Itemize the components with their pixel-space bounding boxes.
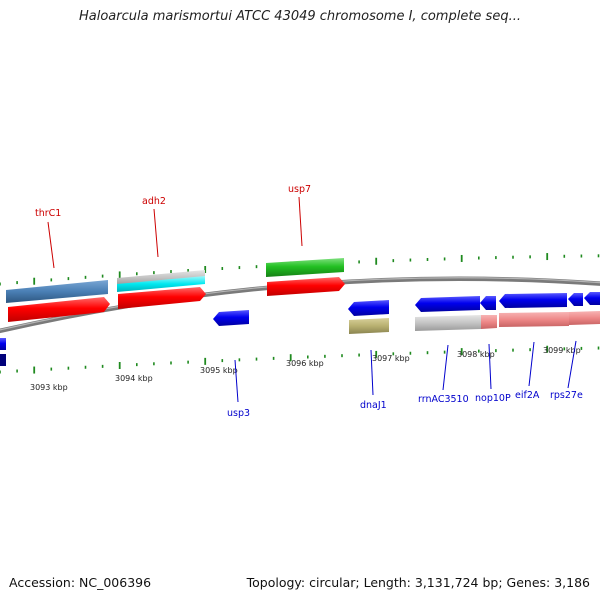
feature-adh2-gene[interactable] bbox=[118, 287, 206, 309]
leader-line-rps27e bbox=[567, 340, 577, 389]
leader-line-eif2A bbox=[528, 341, 535, 387]
gene-label-rps27e[interactable]: rps27e bbox=[550, 390, 583, 401]
leader-line-dnaJ1 bbox=[370, 349, 374, 396]
gene-label-dnaJ1[interactable]: dnaJ1 bbox=[360, 400, 387, 411]
feature-eif2A-cds[interactable] bbox=[499, 312, 569, 327]
leader-line-usp3 bbox=[234, 359, 239, 403]
feature-rps27e-gene[interactable] bbox=[568, 292, 600, 306]
feature-rrnAC3510-gene[interactable] bbox=[415, 296, 480, 312]
leader-line-adh2 bbox=[153, 208, 159, 258]
scale-label: 3094 kbp bbox=[115, 374, 153, 383]
feature-rrnAC3510-cds[interactable] bbox=[415, 315, 481, 331]
feature-eif2A-gene[interactable] bbox=[499, 293, 567, 308]
tick-marks-inner bbox=[0, 345, 600, 374]
scale-label: 3096 kbp bbox=[286, 359, 324, 368]
scale-label: 3099 kbp bbox=[543, 346, 581, 355]
leader-line-nop10P bbox=[488, 343, 492, 390]
leader-line-usp7 bbox=[298, 196, 303, 247]
feature-thrC1-gene[interactable] bbox=[8, 297, 110, 322]
feature-nop10P-gene[interactable] bbox=[480, 296, 496, 310]
gene-label-usp7[interactable]: usp7 bbox=[288, 184, 311, 195]
feature-usp7-gene[interactable] bbox=[267, 277, 345, 296]
feature-thrC1-cds[interactable] bbox=[6, 280, 108, 303]
feature-adh2-cds[interactable] bbox=[117, 276, 205, 292]
gene-label-adh2[interactable]: adh2 bbox=[142, 196, 166, 207]
map-title: Haloarcula marismortui ATCC 43049 chromo… bbox=[79, 9, 521, 24]
feature-usp7-cds[interactable] bbox=[266, 258, 344, 277]
feature-dnaJ1-cds[interactable] bbox=[349, 318, 389, 334]
feature-left-edge-gene[interactable] bbox=[0, 338, 6, 366]
feature-rps27e-cds[interactable] bbox=[569, 311, 600, 325]
feature-adh2-misc[interactable] bbox=[117, 270, 205, 285]
gene-label-thrC1[interactable]: thrC1 bbox=[35, 208, 61, 219]
scale-label: 3097 kbp bbox=[372, 354, 410, 363]
scale-label: 3095 kbp bbox=[200, 366, 238, 375]
gene-label-rrnAC3510[interactable]: rrnAC3510 bbox=[418, 394, 469, 405]
gene-label-nop10P[interactable]: nop10P bbox=[475, 393, 511, 404]
gene-label-usp3[interactable]: usp3 bbox=[227, 408, 250, 419]
leader-line-thrC1 bbox=[47, 221, 55, 269]
topology-summary: Topology: circular; Length: 3,131,724 bp… bbox=[246, 575, 590, 590]
accession-info: Accession: NC_006396 bbox=[9, 575, 152, 590]
feature-dnaJ1-gene[interactable] bbox=[348, 300, 389, 316]
scale-label: 3098 kbp bbox=[457, 350, 495, 359]
leader-line-rrnAC3510 bbox=[442, 344, 449, 391]
scale-label: 3093 kbp bbox=[30, 383, 68, 392]
gene-label-eif2A[interactable]: eif2A bbox=[515, 390, 540, 401]
feature-usp3-gene[interactable] bbox=[213, 310, 249, 326]
feature-nop10P-cds[interactable] bbox=[481, 315, 497, 329]
